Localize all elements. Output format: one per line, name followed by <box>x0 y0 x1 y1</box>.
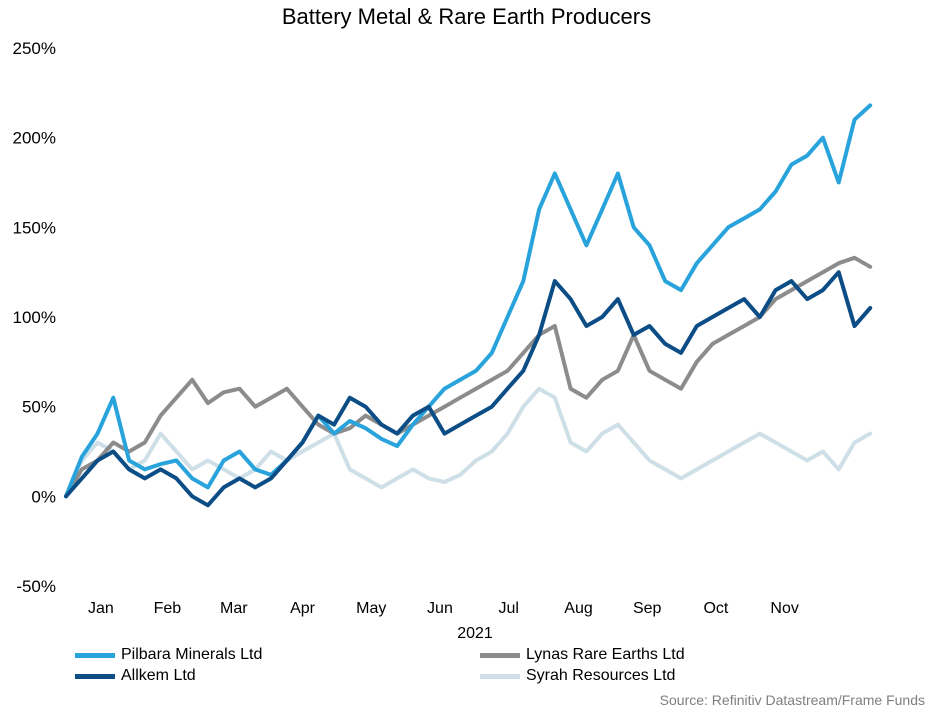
x-axis-ticks: Jan Feb Mar Apr May Jun Jul Aug Sep Oct Nov <box>88 600 799 617</box>
legend-item-lynas: Lynas Rare Earths Ltd <box>480 646 685 664</box>
y-tick-label: 250% <box>13 39 56 58</box>
legend-item-pilbara: Pilbara Minerals Ltd <box>75 646 262 664</box>
y-tick-label: 100% <box>13 308 56 327</box>
legend-label-syrah: Syrah Resources Ltd <box>526 667 676 684</box>
legend-item-allkem: Allkem Ltd <box>75 667 196 685</box>
y-tick-label: -50% <box>16 577 56 596</box>
series-line-syrah <box>64 386 873 499</box>
y-tick-label: 50% <box>22 398 56 417</box>
legend-label-pilbara: Pilbara Minerals Ltd <box>121 646 263 663</box>
legend-label-allkem: Allkem Ltd <box>121 667 196 684</box>
x-tick-label: Feb <box>154 600 182 617</box>
x-tick-label: Jan <box>88 600 114 617</box>
x-tick-label: Jul <box>498 600 518 617</box>
legend-swatch-syrah <box>480 673 520 679</box>
x-tick-label: Jun <box>427 600 453 617</box>
x-tick-label: Sep <box>633 600 662 617</box>
y-axis-ticks: -50% 0% 50% 100% 150% 200% 250% <box>13 39 56 596</box>
legend-item-syrah: Syrah Resources Ltd <box>480 667 675 685</box>
x-tick-label: Aug <box>564 600 592 617</box>
source-note: Source: Refinitiv Datastream/Frame Funds <box>659 692 925 708</box>
y-tick-label: 150% <box>13 218 56 237</box>
x-tick-label: May <box>356 600 386 617</box>
y-tick-label: 200% <box>13 129 56 148</box>
x-tick-label: Oct <box>703 600 728 617</box>
series-line-lynas <box>64 255 873 499</box>
series-lines <box>64 103 873 508</box>
legend-swatch-lynas <box>480 652 520 658</box>
chart-title: Battery Metal & Rare Earth Producers <box>281 4 652 29</box>
x-tick-label: Mar <box>220 600 248 617</box>
legend-swatch-allkem <box>75 673 115 679</box>
legend-swatch-pilbara <box>75 652 115 658</box>
series-line-pilbara <box>64 103 873 499</box>
legend-label-lynas: Lynas Rare Earths Ltd <box>526 646 685 663</box>
x-tick-label: Nov <box>770 600 798 617</box>
series-line-allkem <box>64 270 873 508</box>
y-tick-label: 0% <box>31 487 56 506</box>
x-axis-label: 2021 <box>457 625 493 642</box>
x-tick-label: Apr <box>290 600 316 617</box>
